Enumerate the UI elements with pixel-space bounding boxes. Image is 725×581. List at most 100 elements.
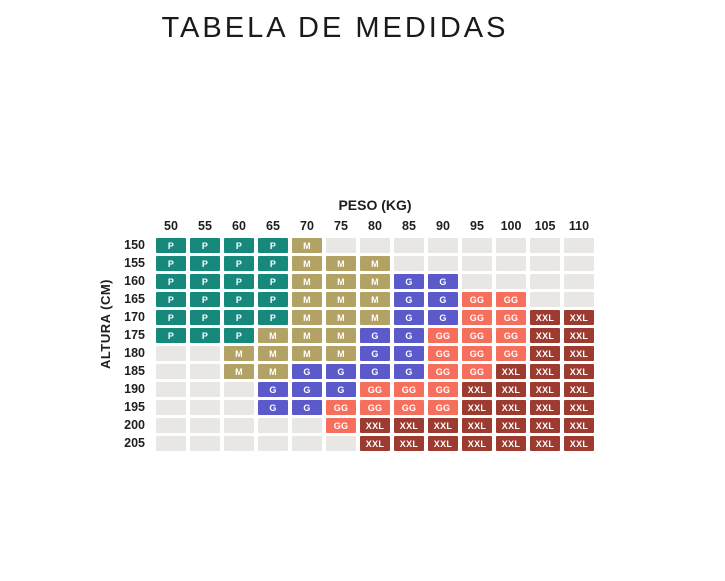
size-cell: M (360, 292, 390, 307)
row-label-height: 180 (124, 346, 145, 360)
size-cell: XXL (428, 418, 458, 433)
size-cell-empty (496, 274, 526, 289)
size-cell-empty (224, 400, 254, 415)
size-cell: G (428, 274, 458, 289)
size-cell-empty (462, 256, 492, 271)
row-label-height: 160 (124, 274, 145, 288)
size-cell: GG (462, 310, 492, 325)
size-cell: P (258, 256, 288, 271)
size-cell-empty (394, 238, 424, 253)
size-cell: XXL (530, 346, 560, 361)
size-cell: P (156, 274, 186, 289)
size-cell-empty (224, 436, 254, 451)
size-cell: P (258, 238, 288, 253)
col-label-weight: 60 (232, 219, 246, 233)
size-cell-empty (156, 436, 186, 451)
size-cell-empty (190, 400, 220, 415)
size-cell: P (190, 256, 220, 271)
size-cell: G (394, 274, 424, 289)
size-cell: G (292, 382, 322, 397)
size-cell-empty (564, 274, 594, 289)
row-label-height: 165 (124, 292, 145, 306)
size-cell: G (394, 364, 424, 379)
size-cell: M (258, 346, 288, 361)
size-cell: P (156, 238, 186, 253)
size-cell: M (258, 364, 288, 379)
size-cell: XXL (530, 364, 560, 379)
size-cell: P (224, 328, 254, 343)
col-label-weight: 110 (568, 219, 590, 233)
size-cell: M (292, 328, 322, 343)
size-cell-empty (496, 238, 526, 253)
size-cell-empty (258, 418, 288, 433)
size-cell: P (190, 238, 220, 253)
size-cell: P (156, 328, 186, 343)
col-label-weight: 85 (402, 219, 416, 233)
size-cell: XXL (496, 400, 526, 415)
size-cell: XXL (530, 418, 560, 433)
size-cell: M (292, 256, 322, 271)
size-cell: XXL (564, 436, 594, 451)
size-cell: GG (462, 346, 492, 361)
size-cell: XXL (530, 310, 560, 325)
size-cell: GG (326, 400, 356, 415)
size-cell: XXL (462, 418, 492, 433)
size-cell: M (292, 310, 322, 325)
size-cell-empty (428, 256, 458, 271)
size-cell: P (258, 292, 288, 307)
size-cell: P (190, 310, 220, 325)
size-cell: GG (394, 382, 424, 397)
size-cell: GG (496, 328, 526, 343)
size-cell: P (156, 256, 186, 271)
size-cell: G (428, 310, 458, 325)
size-cell: GG (496, 292, 526, 307)
col-label-weight: 90 (436, 219, 450, 233)
size-cell-empty (224, 418, 254, 433)
size-cell: GG (360, 382, 390, 397)
size-cell-empty (462, 274, 492, 289)
size-cell: XXL (564, 364, 594, 379)
size-cell: XXL (428, 436, 458, 451)
size-cell: P (258, 310, 288, 325)
row-label-height: 190 (124, 382, 145, 396)
size-cell: XXL (462, 382, 492, 397)
size-cell: XXL (564, 400, 594, 415)
size-cell: XXL (360, 418, 390, 433)
row-label-height: 205 (124, 436, 145, 450)
size-cell-empty (564, 256, 594, 271)
size-cell-empty (156, 418, 186, 433)
size-cell-empty (462, 238, 492, 253)
size-cell-empty (394, 256, 424, 271)
size-cell: G (326, 382, 356, 397)
row-label-height: 200 (124, 418, 145, 432)
size-cell: G (394, 328, 424, 343)
col-label-weight: 105 (534, 219, 556, 233)
size-cell: M (292, 292, 322, 307)
size-cell-empty (190, 364, 220, 379)
size-cell: XXL (394, 436, 424, 451)
col-label-weight: 55 (198, 219, 212, 233)
size-cell: XXL (530, 400, 560, 415)
size-cell-empty (292, 418, 322, 433)
size-cell: XXL (530, 328, 560, 343)
size-cell: XXL (530, 436, 560, 451)
size-cell: XXL (564, 382, 594, 397)
size-cell-empty (156, 364, 186, 379)
y-axis-title: ALTURA (CM) (97, 279, 113, 369)
size-cell: XXL (564, 346, 594, 361)
col-label-weight: 50 (164, 219, 178, 233)
size-cell: P (156, 292, 186, 307)
row-label-height: 175 (124, 328, 145, 342)
size-cell-empty (292, 436, 322, 451)
size-cell: P (224, 256, 254, 271)
size-cell: P (190, 328, 220, 343)
col-label-weight: 80 (368, 219, 382, 233)
size-cell: M (326, 274, 356, 289)
size-cell: GG (360, 400, 390, 415)
col-label-weight: 75 (334, 219, 348, 233)
size-cell: G (360, 346, 390, 361)
size-cell: GG (428, 364, 458, 379)
size-cell: GG (326, 418, 356, 433)
x-axis-title: PESO (KG) (338, 197, 412, 213)
